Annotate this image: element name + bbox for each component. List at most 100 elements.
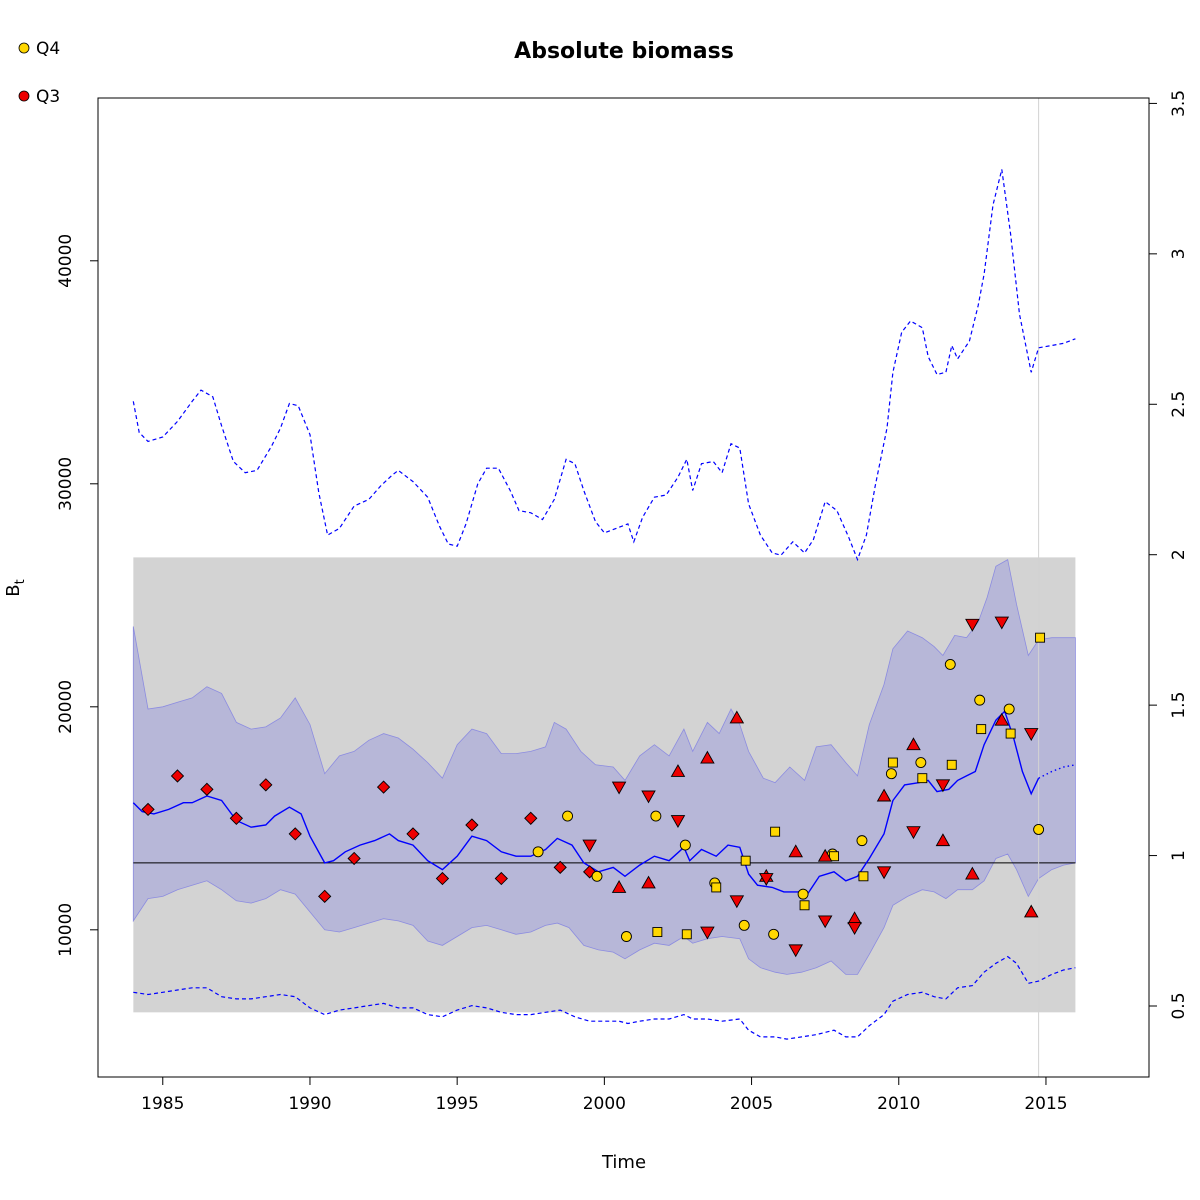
- y-axis-label-main: B: [3, 584, 24, 596]
- observation-point: [170, 769, 185, 783]
- observation-point: [611, 880, 627, 893]
- observation-point: [797, 888, 809, 900]
- observation-point: [729, 895, 745, 909]
- confidence-band: [132, 558, 1076, 975]
- y-axis-label-subscript: t: [13, 579, 28, 584]
- observation-point: [620, 931, 632, 942]
- observation-point: [465, 818, 479, 832]
- x-tick-label: 1990: [288, 1094, 331, 1114]
- observation-point: [1035, 632, 1046, 643]
- plot-area: [132, 98, 1076, 1077]
- observation-point: [259, 778, 273, 792]
- observation-point: [965, 866, 980, 880]
- observation-point: [856, 835, 868, 847]
- observation-point: [965, 618, 980, 632]
- y-axis-label: Bt: [3, 579, 28, 596]
- observation-point: [759, 873, 774, 886]
- observation-point: [670, 815, 686, 828]
- observation-point: [876, 788, 892, 802]
- observation-point: [885, 768, 897, 780]
- y-right-tick-label: 1: [1169, 850, 1189, 861]
- observation-point: [944, 658, 956, 670]
- observation-point: [994, 616, 1010, 630]
- observation-point: [829, 851, 839, 862]
- observation-point: [1005, 728, 1016, 739]
- observation-point: [887, 757, 898, 768]
- x-tick-label: 2000: [583, 1094, 626, 1114]
- observation-point: [768, 928, 780, 940]
- observation-point: [817, 915, 833, 929]
- x-axis-label: Time: [601, 1152, 646, 1173]
- observation-point: [935, 833, 951, 847]
- observation-point: [200, 782, 214, 796]
- observation-point: [788, 944, 803, 958]
- y-tick-label: 20000: [56, 680, 76, 734]
- observation-point: [553, 860, 567, 875]
- observation-point: [711, 882, 722, 893]
- observation-point: [670, 764, 686, 777]
- observation-point: [641, 790, 656, 804]
- observation-point: [906, 737, 921, 751]
- observation-point: [288, 827, 302, 841]
- lower-dashed-line: [133, 955, 1076, 1040]
- observation-point: [976, 724, 987, 735]
- x-tick-label: 1985: [141, 1094, 184, 1114]
- observation-point: [738, 919, 750, 931]
- observation-point: [652, 927, 663, 937]
- observation-point: [876, 866, 892, 880]
- axes: 1985 1990 1995 2000 2005 2010 2015100002000030…: [56, 90, 1189, 1114]
- observation-point: [650, 810, 662, 822]
- observation-point: [906, 826, 921, 840]
- observation-point: [729, 710, 745, 724]
- x-tick-label: 1995: [436, 1094, 479, 1114]
- observation-point: [582, 839, 597, 853]
- observation-point: [817, 848, 833, 862]
- x-tick-label: 2005: [730, 1094, 773, 1114]
- observation-point: [562, 810, 574, 822]
- observation-point: [915, 757, 927, 769]
- x-tick-label: 2015: [1024, 1094, 1067, 1114]
- x-tick-label: 2010: [877, 1094, 920, 1114]
- y-tick-label: 40000: [56, 234, 76, 288]
- chart-title: Absolute biomass: [514, 39, 734, 64]
- observation-point: [641, 875, 656, 889]
- observation-point: [229, 811, 244, 825]
- y-right-tick-label: 1.5: [1169, 692, 1189, 719]
- observation-point: [994, 712, 1010, 726]
- legend-q3-marker: [18, 90, 30, 102]
- observation-point: [494, 871, 508, 886]
- y-right-tick-label: 0.5: [1169, 992, 1189, 1019]
- observation-point: [591, 870, 603, 882]
- y-right-tick-label: 2.5: [1169, 391, 1189, 418]
- observation-point: [858, 871, 869, 882]
- observation-point: [524, 811, 538, 825]
- observation-point: [946, 759, 957, 770]
- observation-point: [681, 929, 692, 940]
- observation-point: [679, 839, 691, 851]
- observation-point: [1033, 824, 1045, 835]
- y-right-tick-label: 3: [1169, 248, 1189, 259]
- observation-point: [141, 802, 155, 817]
- observation-point: [435, 871, 450, 886]
- observation-point: [788, 844, 803, 858]
- observation-point: [1023, 728, 1039, 741]
- y-right-tick-label: 2: [1169, 549, 1189, 560]
- y-tick-label: 10000: [56, 903, 76, 957]
- y-tick-label: 30000: [56, 457, 76, 511]
- observation-point: [847, 922, 862, 935]
- plot-frame: [97, 97, 1150, 1078]
- legend-q4-label: Q4: [36, 39, 60, 59]
- observation-point: [318, 889, 332, 904]
- observation-point: [347, 851, 361, 866]
- observation-point: [611, 781, 627, 795]
- observation-point: [799, 900, 810, 911]
- observation-point: [935, 779, 951, 793]
- observation-point: [1023, 904, 1039, 918]
- observation-point: [740, 855, 751, 866]
- upper-dashed-line: [132, 169, 1076, 562]
- observation-point: [770, 826, 781, 837]
- observation-point: [917, 773, 928, 784]
- observation-point: [406, 827, 420, 841]
- observation-point: [974, 694, 986, 706]
